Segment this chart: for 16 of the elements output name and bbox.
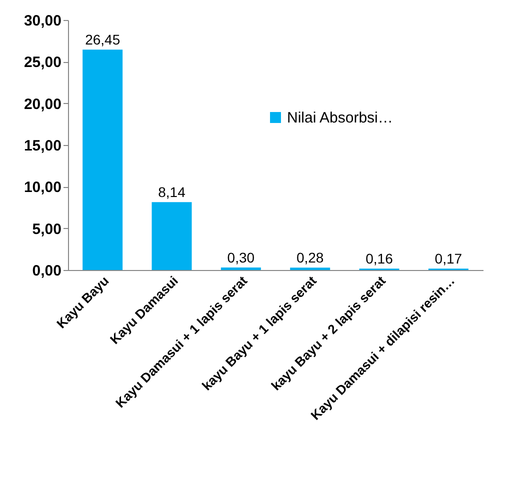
data-label: 8,14 (158, 184, 186, 200)
data-label: 26,45 (85, 32, 120, 48)
data-label: 0,30 (227, 250, 255, 266)
y-tick-label: 15,00 (24, 138, 62, 154)
bar (82, 50, 123, 270)
y-tick-label: 20,00 (24, 96, 62, 113)
bar (152, 202, 192, 270)
data-label: 0,28 (296, 250, 324, 266)
y-tick-label: 5,00 (32, 220, 62, 238)
y-tick-label: 0,00 (32, 262, 62, 280)
data-label: 0,17 (434, 250, 462, 267)
y-tick-label: 30,00 (24, 12, 62, 30)
data-label: 0,16 (366, 250, 394, 267)
y-tick-label: 10,00 (24, 179, 62, 196)
y-tick-label: 25,00 (24, 54, 62, 72)
legend-label: Nilai Absorbsi… (287, 110, 393, 126)
